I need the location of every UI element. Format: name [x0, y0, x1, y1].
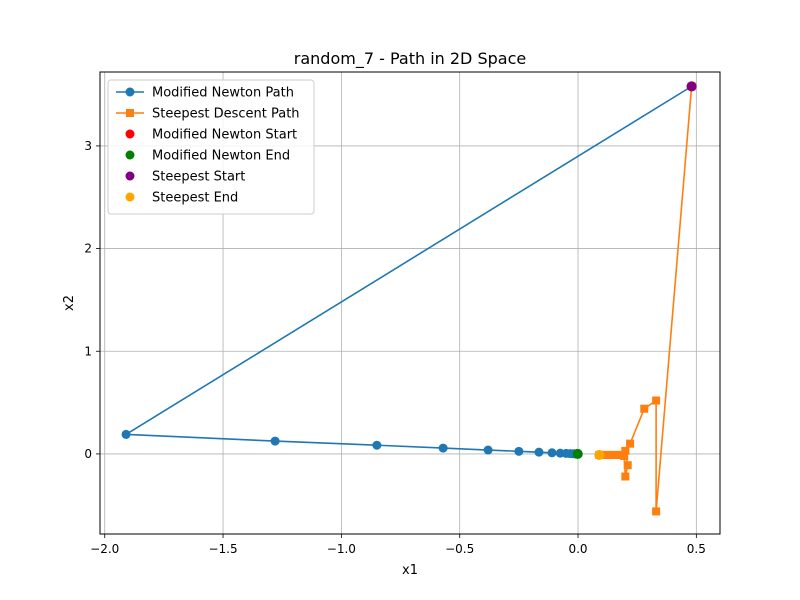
legend-item: Modified Newton Start [125, 128, 297, 143]
legend-item: Modified Newton Path [116, 86, 294, 101]
chart-title: random_7 - Path in 2D Space [294, 49, 526, 69]
legend-marker [125, 87, 135, 97]
legend-box [107, 79, 315, 215]
series-4 [686, 81, 697, 92]
data-point [270, 436, 280, 446]
data-point [623, 461, 632, 470]
data-point [514, 446, 524, 456]
data-point [547, 448, 557, 458]
y-tick-label: 0 [84, 447, 92, 461]
scatter-point [594, 449, 605, 460]
data-point [438, 443, 448, 453]
legend-item: Steepest End [125, 191, 238, 206]
legend-item: Steepest Start [125, 170, 245, 185]
legend-label: Steepest Descent Path [152, 107, 300, 122]
legend-label: Modified Newton Start [152, 128, 297, 143]
legend-label: Modified Newton End [152, 149, 290, 164]
legend-marker [125, 192, 135, 202]
x-tick-label: 0.5 [687, 542, 706, 556]
data-point [534, 447, 544, 457]
y-tick-label: 1 [84, 344, 92, 358]
legend-item: Modified Newton End [125, 149, 290, 164]
plot-frame [99, 71, 721, 535]
series-3 [572, 448, 583, 459]
scatter-point [686, 81, 697, 92]
x-tick-label: −1.5 [208, 542, 237, 556]
data-point [652, 396, 661, 405]
legend: Modified Newton Path Steepest Descent Pat… [107, 79, 315, 215]
series-5 [594, 449, 605, 460]
y-tick-label: 3 [84, 139, 92, 153]
data-point [372, 440, 382, 450]
x-tick-label: 0.0 [568, 542, 587, 556]
legend-marker [125, 150, 135, 160]
data-point [652, 507, 661, 516]
x-tick-label: −2.0 [90, 542, 119, 556]
legend-label: Steepest End [152, 191, 238, 206]
scatter-point [572, 448, 583, 459]
y-tick-label: 2 [84, 242, 92, 256]
data-point [621, 472, 630, 481]
data-point [121, 429, 131, 439]
data-point [640, 404, 649, 413]
legend-marker [126, 109, 134, 117]
legend-marker [125, 171, 135, 181]
x-axis-label: x1 [402, 563, 418, 578]
y-axis-label: x2 [62, 295, 77, 311]
x-tick-label: −0.5 [445, 542, 474, 556]
data-point [626, 439, 635, 448]
ticks: −2.0 −1.5 −1.0 −0.5 0.0 0.5 0 1 2 3 [84, 139, 706, 556]
series-layer [121, 81, 697, 516]
data-point [621, 446, 630, 455]
data-point [483, 445, 493, 455]
x-tick-label: −1.0 [327, 542, 356, 556]
legend-marker [125, 129, 135, 139]
legend-label: Modified Newton Path [152, 86, 294, 101]
legend-label: Steepest Start [152, 170, 245, 185]
legend-item: Steepest Descent Path [116, 107, 300, 122]
